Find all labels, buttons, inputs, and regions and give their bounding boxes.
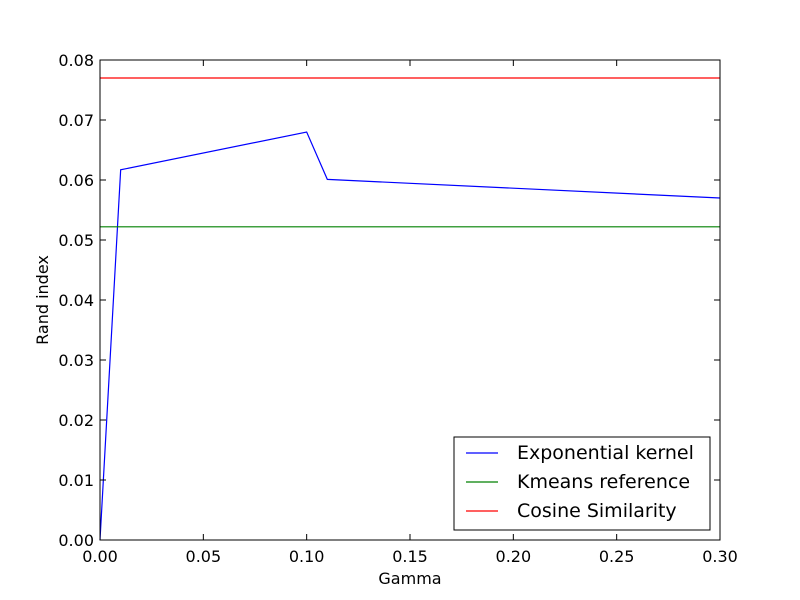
legend-label-cosine-similarity: Cosine Similarity	[517, 500, 677, 522]
x-tick-label: 0.25	[599, 547, 635, 566]
y-axis-ticks: 0.00 0.01 0.02 0.03 0.04 0.05 0.06 0.07 0.08	[58, 51, 720, 550]
y-tick-label: 0.03	[58, 351, 94, 370]
x-tick-label: 0.30	[702, 547, 738, 566]
x-axis-label: Gamma	[378, 569, 441, 588]
legend-label-kmeans-reference: Kmeans reference	[517, 471, 690, 493]
y-tick-label: 0.01	[58, 471, 94, 490]
legend-label-exponential-kernel: Exponential kernel	[517, 442, 694, 464]
series-layer	[99, 77, 721, 541]
y-tick-label: 0.07	[58, 111, 94, 130]
x-tick-label: 0.10	[289, 547, 325, 566]
y-tick-label: 0.08	[58, 51, 94, 70]
y-axis-label: Rand index	[33, 255, 52, 345]
x-tick-label: 0.20	[496, 547, 532, 566]
legend: Exponential kernel Kmeans reference Cosi…	[453, 436, 711, 531]
y-tick-label: 0.04	[58, 291, 94, 310]
series-line-exponential-kernel	[99, 131, 721, 541]
x-axis-ticks: 0.00 0.05 0.10 0.15 0.20 0.25 0.30	[82, 60, 738, 566]
x-tick-label: 0.05	[186, 547, 222, 566]
y-tick-label: 0.00	[58, 531, 94, 550]
x-tick-label: 0.00	[82, 547, 118, 566]
y-tick-label: 0.02	[58, 411, 94, 430]
y-tick-label: 0.05	[58, 231, 94, 250]
x-tick-label: 0.15	[392, 547, 428, 566]
y-tick-label: 0.06	[58, 171, 94, 190]
